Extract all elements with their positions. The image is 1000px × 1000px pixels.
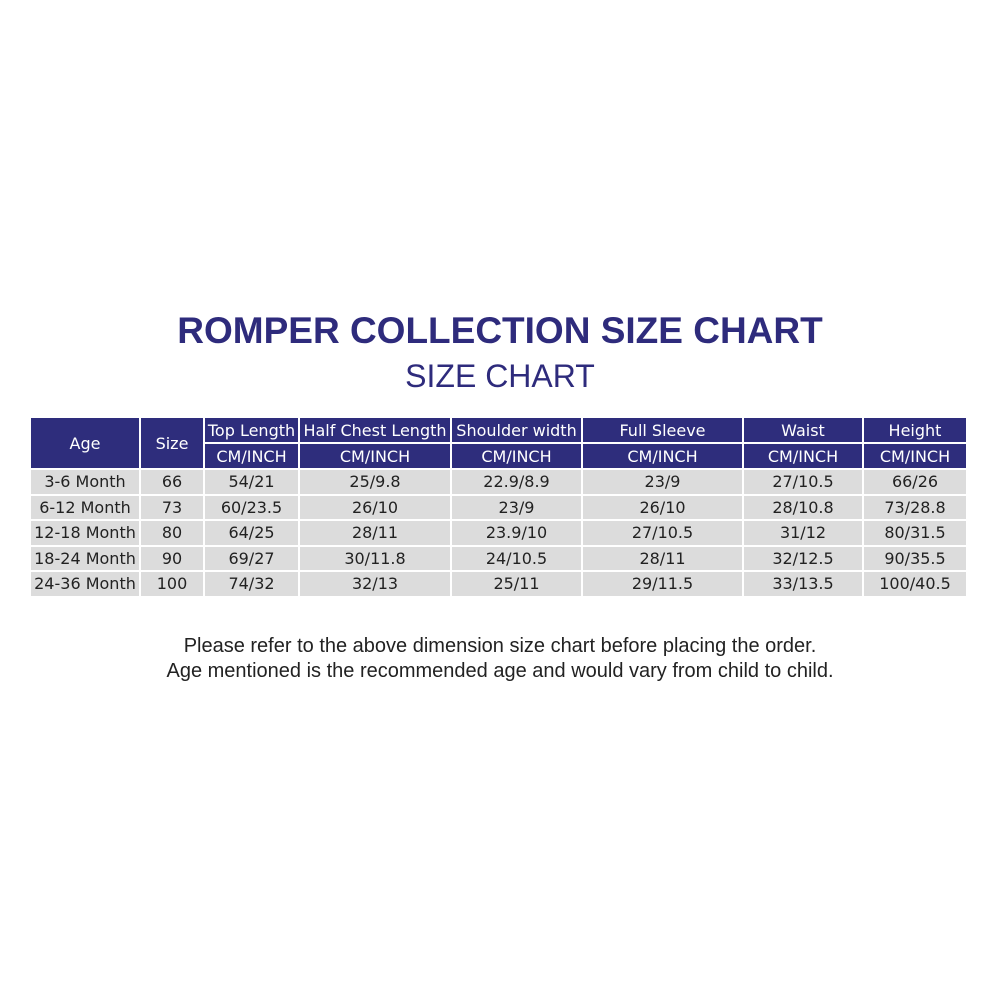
column-header: Age [31,418,139,468]
table-row: 3-6 Month 66 54/21 25/9.8 22.9/8.9 23/9 27/10.… [31,470,966,494]
table-cell: 3-6 Month [31,470,139,494]
note-line: Please refer to the above dimension size… [183,635,817,657]
size-chart-table: Age Size Top Length Half Chest Length Should… [29,416,968,598]
table-cell: 90 [141,546,203,570]
table-cell: 73 [141,495,203,519]
table-cell: 18-24 Month [31,546,139,570]
header-row: Age Size Top Length Half Chest Length Should… [31,418,966,468]
table-cell: 26/10 [300,495,450,519]
column-header: Height [864,418,966,442]
unit-header: CM/INCH [744,444,862,468]
table-cell: 26/10 [583,495,742,519]
unit-header: CM/INCH [864,444,966,468]
table-cell: 25/9.8 [300,470,450,494]
column-header: Size [141,418,203,468]
column-header: Shoulder width [452,418,581,442]
table-row: 18-24 Month 90 69/27 30/11.8 24/10.5 28/11 32/… [31,546,966,570]
column-header: Top Length [205,418,298,442]
table-cell: 80 [141,521,203,545]
table-cell: 64/25 [205,521,298,545]
table-cell: 23/9 [452,495,581,519]
table-row: 12-18 Month 80 64/25 28/11 23.9/10 27/10.5 31/… [31,521,966,545]
table-cell: 24/10.5 [452,546,581,570]
table-cell: 74/32 [205,572,298,596]
table-cell: 25/11 [452,572,581,596]
column-header: Full Sleeve [583,418,742,442]
unit-header: CM/INCH [300,444,450,468]
column-header: Waist [744,418,862,442]
table-cell: 32/12.5 [744,546,862,570]
unit-header: CM/INCH [205,444,298,468]
page-subtitle: SIZE CHART [405,358,595,394]
table-cell: 100 [141,572,203,596]
table-cell: 24-36 Month [31,572,139,596]
table-cell: 33/13.5 [744,572,862,596]
table-cell: 30/11.8 [300,546,450,570]
table-cell: 66 [141,470,203,494]
table-cell: 23.9/10 [452,521,581,545]
table-cell: 31/12 [744,521,862,545]
table-cell: 27/10.5 [583,521,742,545]
table-cell: 100/40.5 [864,572,966,596]
table-cell: 66/26 [864,470,966,494]
table-cell: 69/27 [205,546,298,570]
table-cell: 28/11 [300,521,450,545]
table-cell: 27/10.5 [744,470,862,494]
unit-header: CM/INCH [452,444,581,468]
table-cell: 73/28.8 [864,495,966,519]
table-cell: 29/11.5 [583,572,742,596]
table-cell: 22.9/8.9 [452,470,581,494]
table-cell: 80/31.5 [864,521,966,545]
table-cell: 28/11 [583,546,742,570]
table-cell: 6-12 Month [31,495,139,519]
unit-header: CM/INCH [583,444,742,468]
table-cell: 60/23.5 [205,495,298,519]
table-cell: 32/13 [300,572,450,596]
table-cell: 28/10.8 [744,495,862,519]
table-cell: 54/21 [205,470,298,494]
page-title: ROMPER COLLECTION SIZE CHART [177,310,823,351]
table-cell: 90/35.5 [864,546,966,570]
table-row: 24-36 Month 100 74/32 32/13 25/11 29/11.5 33/1… [31,572,966,596]
column-header: Half Chest Length [300,418,450,442]
table-cell: 12-18 Month [31,521,139,545]
unit-row: CM/INCH CM/INCH CM/INCH CM/INCH CM/INCH CM/IN… [31,444,966,468]
table-cell: 23/9 [583,470,742,494]
table-row: 6-12 Month 73 60/23.5 26/10 23/9 26/10 28/10.8… [31,495,966,519]
note-line: Age mentioned is the recommended age and… [166,660,834,682]
